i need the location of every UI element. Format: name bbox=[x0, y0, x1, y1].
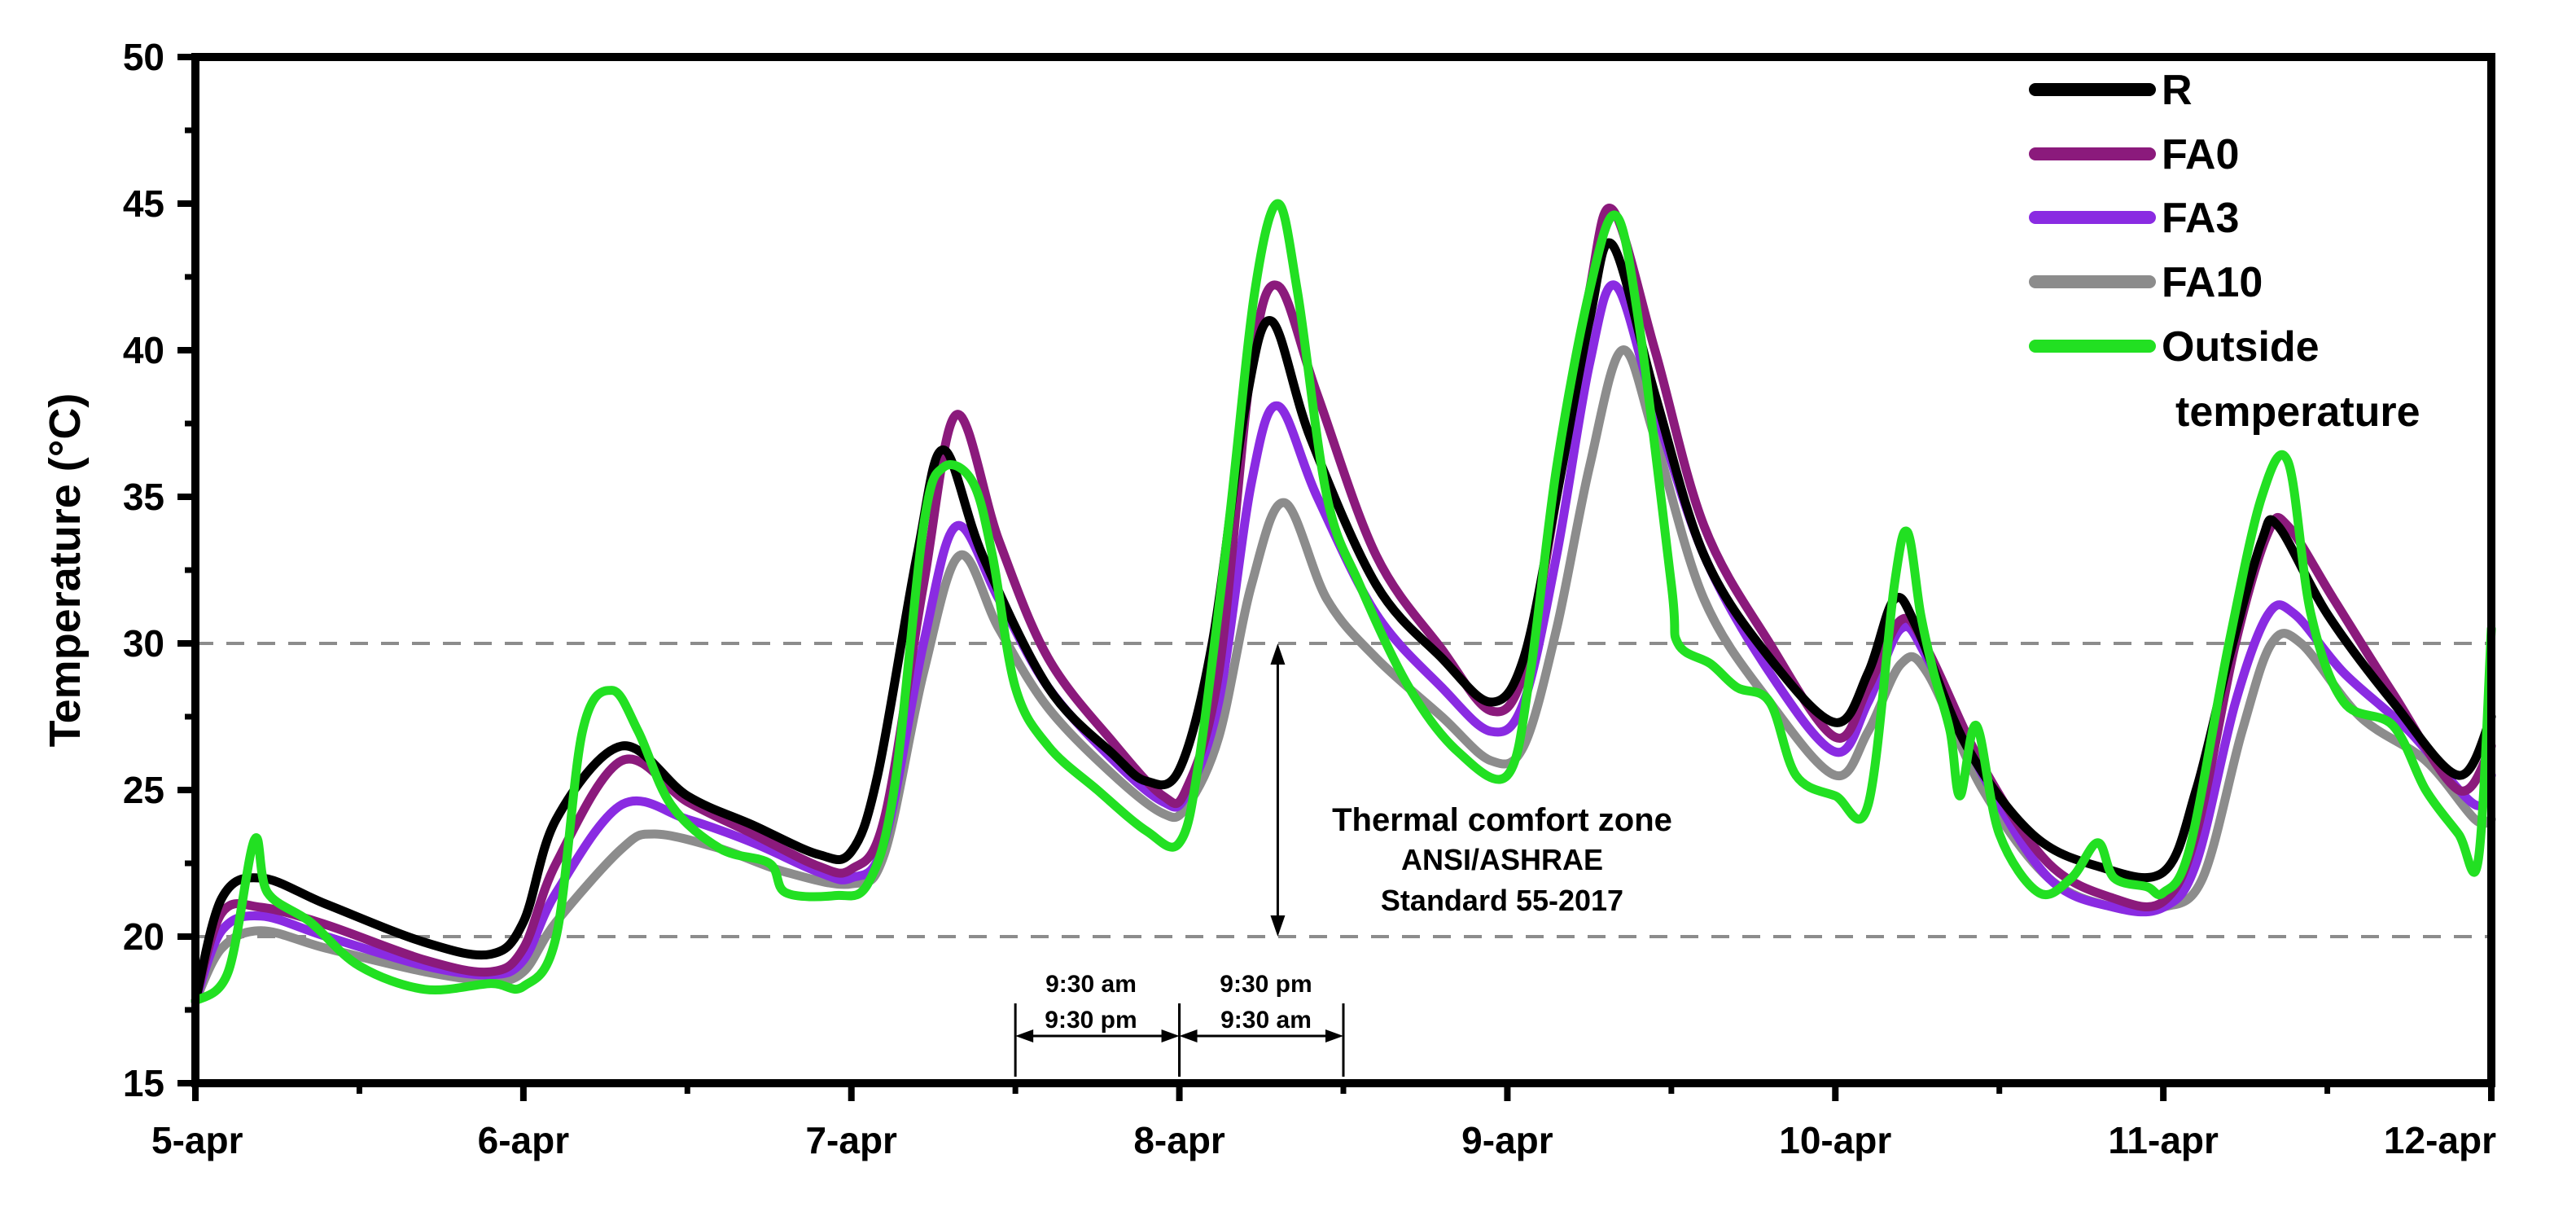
legend-label-outside-line-1: Outside bbox=[2162, 323, 2320, 371]
y-tick-label: 15 bbox=[123, 1062, 164, 1104]
interval-1-arrowhead-left bbox=[1015, 1029, 1034, 1042]
y-tick-label: 50 bbox=[123, 36, 164, 78]
legend-label-outside-temperature: Outside temperature bbox=[2162, 323, 2420, 436]
interval-1-bottom-label: 9:30 pm bbox=[1045, 1007, 1137, 1034]
series-layer bbox=[191, 199, 2496, 1006]
y-tick-label: 35 bbox=[123, 476, 164, 518]
interval-2-bottom-label: 9:30 am bbox=[1220, 1007, 1312, 1034]
comfort-zone-line-3: Standard 55-2017 bbox=[1381, 884, 1623, 917]
series-line-outside-temperature bbox=[191, 199, 2496, 1006]
legend-label-outside-line-2: temperature bbox=[2175, 388, 2420, 436]
legend-item-fa0: FA0 bbox=[2029, 131, 2239, 178]
x-tick-label: 11-apr bbox=[2108, 1119, 2219, 1161]
x-tick-label: 8-apr bbox=[1133, 1119, 1225, 1161]
comfort-zone-arrowhead-top bbox=[1270, 643, 1286, 665]
x-tick-label: 10-apr bbox=[1779, 1119, 1891, 1161]
x-axis-tick-labels: 5-apr 6-apr 7-apr 8-apr 9-apr 10-apr 11-apr 12-… bbox=[151, 1119, 2496, 1161]
y-axis-tick-labels: 15 20 25 30 35 40 45 50 bbox=[123, 36, 164, 1104]
legend-item-r: R bbox=[2029, 67, 2193, 114]
y-tick-label: 25 bbox=[123, 769, 164, 811]
comfort-zone-line-1: Thermal comfort zone bbox=[1332, 802, 1672, 838]
legend-label-fa10: FA10 bbox=[2162, 259, 2263, 306]
reference-lines bbox=[195, 642, 2491, 938]
x-tick-label: 9-apr bbox=[1461, 1119, 1553, 1161]
x-tick-label: 7-apr bbox=[805, 1119, 897, 1161]
legend-label-fa3: FA3 bbox=[2162, 195, 2239, 242]
interval-annotations: 9:30 am 9:30 pm 9:30 pm 9:30 am bbox=[1014, 971, 1345, 1077]
series-line-fa0 bbox=[191, 204, 2496, 1006]
x-tick-label: 6-apr bbox=[478, 1119, 570, 1161]
interval-2-arrowhead-right bbox=[1325, 1029, 1343, 1042]
interval-2: 9:30 pm 9:30 am bbox=[1220, 971, 1312, 1034]
interval-1-arrowhead-right bbox=[1161, 1029, 1180, 1042]
x-tick-label: 5-apr bbox=[151, 1119, 243, 1161]
interval-1: 9:30 am 9:30 pm bbox=[1045, 971, 1137, 1034]
y-axis-ticks bbox=[177, 54, 195, 1086]
legend-item-fa3: FA3 bbox=[2029, 195, 2239, 242]
comfort-zone-line-2: ANSI/ASHRAE bbox=[1401, 843, 1603, 876]
interval-2-top-label: 9:30 pm bbox=[1220, 971, 1312, 998]
legend: R FA0 FA3 FA10 Outside temperature bbox=[2029, 67, 2420, 436]
y-tick-label: 20 bbox=[123, 915, 164, 958]
legend-label-fa0: FA0 bbox=[2162, 131, 2239, 178]
x-tick-label: 12-apr bbox=[2384, 1119, 2496, 1161]
x-axis-ticks bbox=[192, 1083, 2495, 1101]
comfort-zone-annotation: Thermal comfort zone ANSI/ASHRAE Standar… bbox=[1270, 643, 1672, 937]
y-tick-label: 40 bbox=[123, 329, 164, 371]
y-tick-label: 45 bbox=[123, 182, 164, 225]
series-line-r bbox=[191, 238, 2496, 1006]
interval-2-arrowhead-left bbox=[1179, 1029, 1198, 1042]
interval-1-top-label: 9:30 am bbox=[1045, 971, 1137, 998]
interval-marks bbox=[1014, 1003, 1345, 1077]
y-axis-title: Temperature (°C) bbox=[41, 393, 90, 748]
comfort-zone-arrowhead-bottom bbox=[1270, 915, 1286, 937]
y-tick-label: 30 bbox=[123, 622, 164, 665]
legend-label-r: R bbox=[2162, 67, 2193, 114]
legend-item-outside-temperature: Outside temperature bbox=[2029, 323, 2420, 436]
series-line-fa3 bbox=[191, 280, 2496, 1006]
legend-item-fa10: FA10 bbox=[2029, 259, 2263, 306]
